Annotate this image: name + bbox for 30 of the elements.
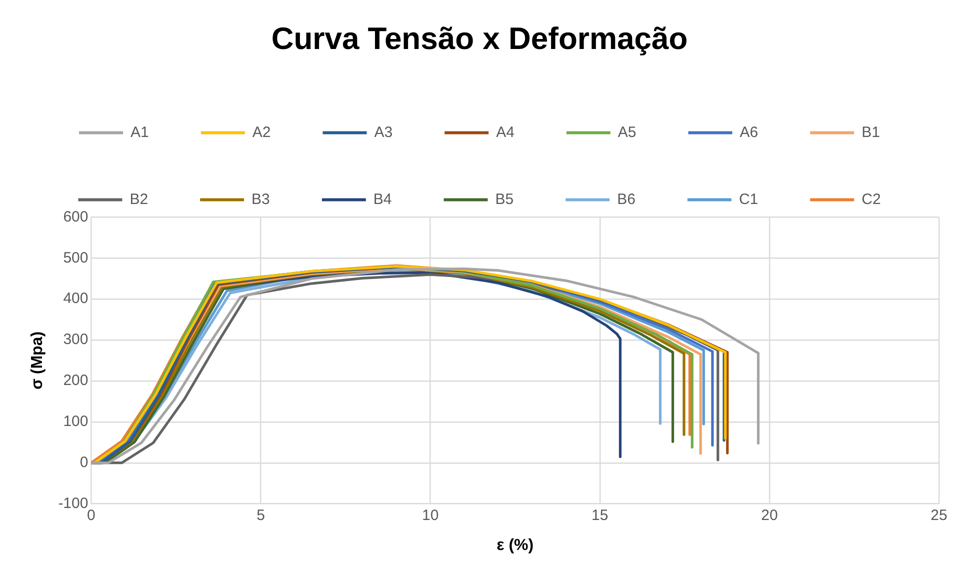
x-tick-label: 20 [761,506,778,524]
x-tick-label: 5 [256,506,265,524]
legend-label: A6 [740,124,758,141]
y-tick-label: 300 [63,331,88,348]
legend-label: B2 [130,190,148,208]
legend-label: B1 [862,124,880,141]
legend-label: B3 [252,190,270,208]
legend-label: C2 [862,190,881,208]
y-tick-label: -100 [58,494,88,512]
y-tick-label: 400 [63,290,88,308]
legend-label: C1 [738,190,758,208]
y-tick-label: 0 [80,454,88,471]
x-tick-label: 25 [930,506,948,524]
x-tick-label: 15 [592,506,608,524]
chart-title: Curva Tensão x Deformação [271,21,688,56]
y-tick-label: 600 [63,208,88,226]
legend-label: A1 [130,124,149,141]
legend-label: A3 [374,124,393,141]
legend-label: B6 [617,190,636,208]
legend-label: A2 [252,124,271,141]
x-tick-label: 10 [422,506,439,524]
y-axis-title: σ (Mpa) [29,331,46,390]
legend-label: A4 [496,124,514,141]
y-tick-label: 200 [63,372,88,390]
y-tick-label: 100 [63,413,88,430]
x-axis-title: ε (%) [496,536,534,554]
legend-label: A5 [618,124,636,141]
legend-label: B5 [495,190,514,208]
y-tick-label: 500 [63,249,88,266]
legend-label: B4 [373,190,392,208]
